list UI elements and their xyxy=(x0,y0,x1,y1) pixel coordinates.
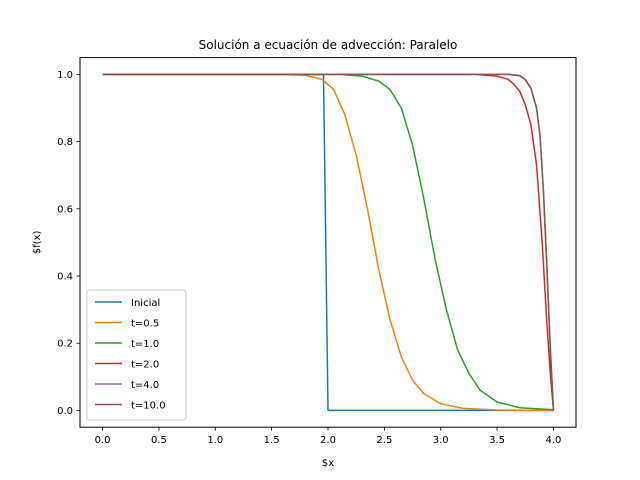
x-tick-label: 2.0 xyxy=(320,435,336,446)
x-axis: 0.0 0.5 1.0 1.5 2.0 2.5 3.0 3.5 4.0 xyxy=(95,427,562,446)
plot-area xyxy=(102,73,555,412)
y-axis-label: $f(x) xyxy=(32,231,43,255)
legend-label-5: t=10.0 xyxy=(131,401,166,412)
x-tick-label: 3.5 xyxy=(489,435,505,446)
legend-label-4: t=4.0 xyxy=(131,380,159,391)
series-line-3 xyxy=(102,73,555,411)
legend-label-2: t=1.0 xyxy=(131,339,159,350)
x-tick-label: 0.5 xyxy=(151,435,167,446)
y-tick-label: 1.0 xyxy=(57,70,73,81)
x-tick-label: 3.0 xyxy=(433,435,449,446)
y-tick-label: 0.8 xyxy=(57,137,73,148)
x-tick-label: 2.5 xyxy=(376,435,392,446)
series-line-2 xyxy=(102,73,554,411)
y-tick-label: 0.6 xyxy=(57,204,73,215)
x-axis-label: $x xyxy=(322,458,334,469)
y-tick-label: 0.2 xyxy=(57,339,73,350)
chart-title: Solución a ecuación de advección: Parale… xyxy=(199,38,458,52)
legend-label-3: t=2.0 xyxy=(131,360,159,371)
y-axis: 0.0 0.2 0.4 0.6 0.8 1.0 xyxy=(57,70,80,417)
legend-label-0: Inicial xyxy=(131,298,160,309)
series-line-5 xyxy=(102,73,555,411)
legend-label-1: t=0.5 xyxy=(131,319,159,330)
legend: Inicial t=0.5 t=1.0 t=2.0 t=4.0 t=10.0 xyxy=(86,289,187,421)
x-tick-label: 1.0 xyxy=(207,435,223,446)
x-tick-label: 0.0 xyxy=(95,435,111,446)
x-tick-label: 4.0 xyxy=(546,435,562,446)
y-tick-label: 0.4 xyxy=(57,272,73,283)
y-tick-label: 0.0 xyxy=(57,406,73,417)
series-line-1 xyxy=(102,73,554,412)
x-tick-label: 1.5 xyxy=(264,435,280,446)
